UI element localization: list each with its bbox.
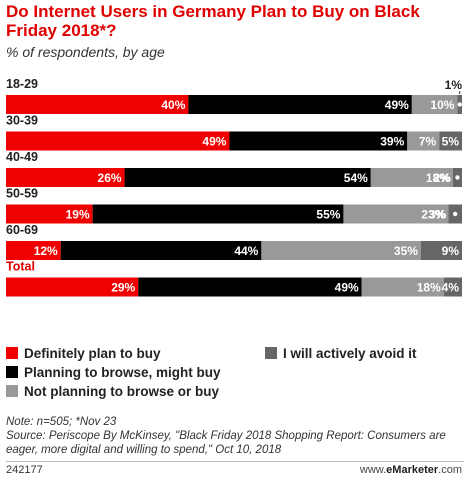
- bar-segment: [261, 241, 421, 260]
- legend-swatch: [6, 385, 18, 397]
- data-label: 12%: [34, 244, 58, 258]
- footnote: Note: n=505; *Nov 23 Source: Periscope B…: [6, 415, 464, 457]
- legend-swatch: [6, 366, 18, 378]
- chart-subtitle: % of respondents, by age: [6, 44, 165, 60]
- bar-segment: [124, 168, 371, 187]
- bar-segment: [6, 241, 61, 260]
- data-label: 1%: [445, 78, 463, 92]
- bar-segment: [6, 131, 230, 151]
- category-label: Total: [6, 260, 35, 274]
- bar-segment: [370, 168, 453, 187]
- legend-swatch: [6, 347, 18, 359]
- chart-id: 242177: [6, 464, 43, 476]
- small-segment-marker: [452, 211, 458, 217]
- legend-label: Definitely plan to buy: [24, 346, 161, 361]
- source-text: Source: Periscope By McKinsey, "Black Fr…: [6, 430, 446, 456]
- bar-segment: [411, 95, 458, 114]
- bar-segment: [343, 204, 449, 224]
- data-label: 49%: [385, 98, 409, 112]
- data-label: 9%: [442, 244, 460, 258]
- legend-label: Planning to browse, might buy: [24, 365, 221, 380]
- bar-segment: [407, 131, 440, 151]
- legend-label: Not planning to browse or buy: [24, 384, 219, 399]
- bar-segment: [6, 204, 93, 224]
- stacked-bar-chart: 18-29 40% 49% 10% 1% 30-39 49% 39% 7% 5% 40-49 26% 5…: [6, 77, 463, 399]
- data-label: 39%: [380, 135, 404, 149]
- bar-segment: [6, 168, 125, 187]
- data-label: 10%: [430, 98, 454, 112]
- data-label: 4%: [442, 281, 460, 295]
- category-label: 30-39: [6, 114, 38, 128]
- bar-segment: [420, 241, 462, 260]
- data-label: 2%: [434, 171, 452, 185]
- data-label: 26%: [98, 171, 122, 185]
- small-segment-marker: [457, 102, 462, 107]
- bar-segment: [188, 95, 412, 114]
- chart-title: Do Internet Users in Germany Plan to Buy…: [6, 2, 420, 40]
- data-label: 5%: [442, 135, 460, 149]
- brand-link[interactable]: www.eMarketer.com: [360, 464, 462, 476]
- data-label: 18%: [426, 171, 450, 185]
- data-label: 18%: [417, 281, 441, 295]
- bar-segment: [361, 277, 444, 297]
- small-segment-marker: [455, 175, 460, 180]
- category-label: 60-69: [6, 223, 38, 237]
- category-label: 50-59: [6, 187, 38, 201]
- brand-prefix: www.: [359, 464, 387, 476]
- category-label: 40-49: [6, 150, 38, 164]
- bar-segment: [92, 204, 344, 224]
- data-label: 35%: [394, 244, 418, 258]
- legend-label: I will actively avoid it: [283, 346, 417, 361]
- data-label: 29%: [111, 281, 135, 295]
- bar-segment: [6, 95, 189, 114]
- data-label: 49%: [202, 135, 226, 149]
- data-label: 55%: [316, 208, 340, 222]
- data-label: 3%: [429, 208, 447, 222]
- bar-segment: [229, 131, 408, 151]
- footer-divider: [6, 461, 464, 462]
- bar-segment: [60, 241, 262, 260]
- note-text: Note: n=505; *Nov 23: [6, 416, 117, 428]
- data-label: 7%: [419, 135, 437, 149]
- data-label: 54%: [344, 171, 368, 185]
- legend-swatch: [265, 347, 277, 359]
- data-label: 44%: [234, 244, 258, 258]
- data-label: 23%: [421, 208, 445, 222]
- bar-segment: [443, 277, 462, 297]
- bar-segment: [439, 131, 462, 151]
- category-label: 18-29: [6, 77, 38, 91]
- brand-name: eMarketer: [386, 464, 439, 476]
- bar-segment: [6, 277, 139, 297]
- data-label: 40%: [161, 98, 185, 112]
- data-label: 19%: [66, 208, 90, 222]
- bar-segment: [138, 277, 362, 297]
- brand-suffix: .com: [438, 464, 462, 476]
- data-label: 49%: [335, 281, 359, 295]
